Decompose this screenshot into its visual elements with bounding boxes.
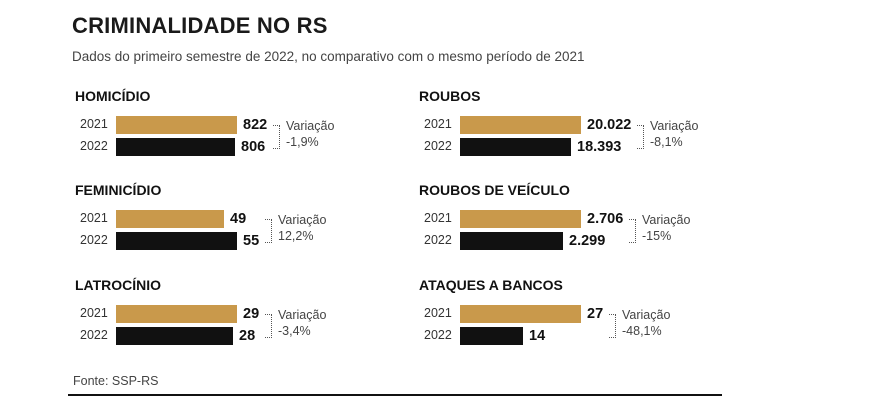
bar [116, 116, 237, 134]
panel-title: ROUBOS [419, 88, 481, 104]
value-label: 822 [243, 117, 268, 133]
bar-row: 2022 14 [419, 327, 749, 345]
chart-panel: ROUBOS 2021 20.022 2022 18.393 Variação -8,1% [419, 88, 749, 158]
value-label: 2.299 [569, 233, 606, 249]
variation-bracket [265, 219, 272, 243]
bar-row: 2022 28 [75, 327, 405, 345]
category-label: 2022 [80, 139, 108, 153]
variation-bracket [273, 125, 280, 149]
bar-row: 2021 20.022 [419, 116, 749, 134]
bar [460, 232, 563, 250]
panel-title: LATROCÍNIO [75, 277, 162, 293]
bar [116, 327, 233, 345]
variation-value: -8,1% [650, 135, 683, 149]
bar-row: 2022 806 [75, 138, 405, 156]
bar-row: 2021 2.706 [419, 210, 749, 228]
bar [116, 210, 224, 228]
bar [460, 305, 581, 323]
panel-title: ATAQUES A BANCOS [419, 277, 563, 293]
variation-label: Variação [278, 213, 327, 227]
value-label: 806 [241, 139, 266, 155]
category-label: 2021 [80, 117, 108, 131]
bar [460, 327, 523, 345]
bar [460, 138, 571, 156]
bar-row: 2022 55 [75, 232, 405, 250]
source-note: Fonte: SSP-RS [73, 374, 159, 388]
value-label: 18.393 [577, 139, 622, 155]
value-label: 20.022 [587, 117, 632, 133]
variation-label: Variação [278, 308, 327, 322]
chart-panel: ATAQUES A BANCOS 2021 27 2022 14 Variação -48,… [419, 277, 749, 347]
variation-label: Variação [622, 308, 671, 322]
chart-title: CRIMINALIDADE NO RS [72, 13, 328, 38]
chart-panel: ROUBOS DE VEÍCULO 2021 2.706 2022 2.299 Varia… [419, 182, 749, 252]
value-label: 49 [230, 211, 247, 227]
chart-panel: FEMINICÍDIO 2021 49 2022 55 Variação 12,2% [75, 182, 405, 252]
category-label: 2021 [424, 306, 452, 320]
category-label: 2022 [80, 328, 108, 342]
value-label: 55 [243, 233, 260, 249]
category-label: 2021 [80, 306, 108, 320]
variation-value: -3,4% [278, 324, 311, 338]
chart-panel: HOMICÍDIO 2021 822 2022 806 Variação -1,9% [75, 88, 405, 158]
variation-value: -48,1% [622, 324, 662, 338]
variation-value: -1,9% [286, 135, 319, 149]
value-label: 27 [587, 306, 604, 322]
category-label: 2022 [80, 233, 108, 247]
panel-title: HOMICÍDIO [75, 88, 151, 104]
category-label: 2022 [424, 328, 452, 342]
value-label: 29 [243, 306, 260, 322]
bar-row: 2021 49 [75, 210, 405, 228]
bar-row: 2022 2.299 [419, 232, 749, 250]
variation-bracket [265, 314, 272, 338]
bottom-divider [68, 394, 722, 396]
bar-row: 2021 822 [75, 116, 405, 134]
category-label: 2022 [424, 233, 452, 247]
bar [116, 138, 235, 156]
chart-subtitle: Dados do primeiro semestre de 2022, no c… [72, 49, 585, 64]
variation-label: Variação [650, 119, 699, 133]
bar [460, 116, 581, 134]
variation-bracket [637, 125, 644, 149]
value-label: 14 [529, 328, 546, 344]
bar [116, 305, 237, 323]
bar-row: 2022 18.393 [419, 138, 749, 156]
bar-row: 2021 29 [75, 305, 405, 323]
variation-bracket [629, 219, 636, 243]
category-label: 2021 [80, 211, 108, 225]
category-label: 2021 [424, 117, 452, 131]
category-label: 2021 [424, 211, 452, 225]
variation-value: -15% [642, 229, 672, 243]
category-label: 2022 [424, 139, 452, 153]
bar [460, 210, 581, 228]
bar [116, 232, 237, 250]
panel-title: FEMINICÍDIO [75, 182, 162, 198]
variation-bracket [609, 314, 616, 338]
variation-label: Variação [642, 213, 691, 227]
value-label: 28 [239, 328, 256, 344]
bar-row: 2021 27 [419, 305, 749, 323]
variation-value: 12,2% [278, 229, 314, 243]
panel-title: ROUBOS DE VEÍCULO [419, 182, 570, 198]
variation-label: Variação [286, 119, 335, 133]
value-label: 2.706 [587, 211, 624, 227]
chart-panel: LATROCÍNIO 2021 29 2022 28 Variação -3,4% [75, 277, 405, 347]
